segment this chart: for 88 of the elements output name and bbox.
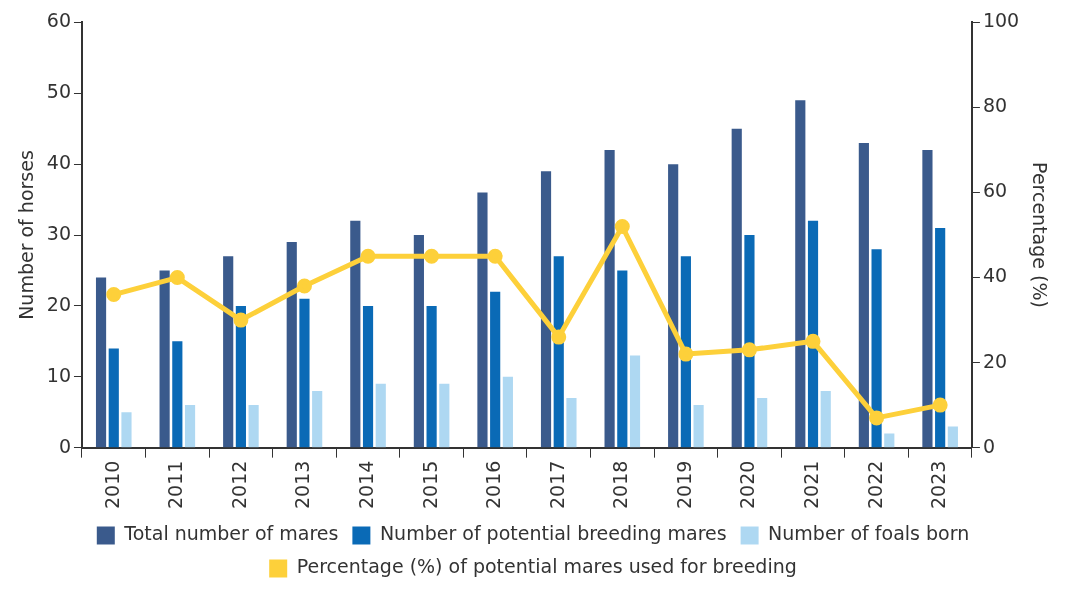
- bar: [108, 348, 119, 448]
- bar: [490, 291, 501, 448]
- bar: [604, 149, 615, 448]
- point: [678, 346, 694, 362]
- y-tick-label: 20: [46, 292, 71, 315]
- y-tick-label: 10: [46, 363, 71, 386]
- bar: [693, 405, 704, 448]
- point: [614, 219, 630, 235]
- bar: [731, 128, 742, 448]
- x-tick-label: 2021: [799, 460, 822, 510]
- point: [296, 278, 312, 294]
- x-tick-label: 2010: [100, 460, 123, 510]
- bar: [159, 270, 170, 448]
- bar: [820, 390, 831, 448]
- bar: [375, 383, 386, 448]
- point: [424, 248, 440, 264]
- point: [932, 397, 948, 413]
- bar: [668, 164, 679, 448]
- point: [169, 270, 185, 286]
- point: [487, 248, 503, 264]
- bar: [795, 100, 806, 448]
- y-tick-label: 50: [46, 80, 71, 103]
- bar: [922, 149, 933, 448]
- y-tick-label: 40: [46, 151, 71, 174]
- bar: [477, 192, 488, 448]
- x-tick-label: 2018: [609, 460, 632, 510]
- bar: [884, 433, 895, 448]
- y-axis-title: Number of horses: [15, 150, 38, 320]
- bar: [223, 256, 234, 448]
- point: [106, 287, 122, 303]
- legend-label: Total number of mares: [123, 522, 339, 545]
- bar: [439, 383, 450, 448]
- x-tick-label: 2014: [354, 460, 377, 510]
- y-tick-label: 60: [46, 9, 71, 32]
- bar: [248, 405, 259, 448]
- point: [360, 248, 376, 264]
- bar: [540, 171, 552, 448]
- bar: [744, 235, 755, 448]
- x-tick-label: 2016: [482, 460, 505, 510]
- bar: [566, 398, 577, 448]
- x-tick-label: 2013: [291, 460, 314, 510]
- bar: [121, 412, 132, 448]
- y2-tick-label: 100: [982, 9, 1020, 32]
- y2-tick-label: 0: [982, 434, 996, 457]
- point: [233, 312, 249, 328]
- bar: [553, 256, 564, 448]
- y2-tick-label: 20: [982, 349, 1008, 372]
- x-tick-label: 2022: [863, 460, 886, 510]
- bar: [426, 305, 437, 448]
- bar: [413, 235, 424, 448]
- y2-tick-label: 60: [982, 179, 1008, 202]
- bar: [871, 249, 882, 448]
- point: [741, 342, 757, 358]
- bar: [807, 220, 819, 448]
- bar: [362, 305, 374, 448]
- legend-label: Number of foals born: [768, 522, 970, 545]
- y-tick-label: 30: [46, 221, 71, 244]
- legend-label: Percentage (%) of potential mares used for breeding: [296, 555, 797, 578]
- x-tick-label: 2017: [545, 460, 568, 510]
- y2-axis-title: Percentage (%): [1028, 162, 1051, 308]
- bar: [502, 376, 513, 448]
- y2-tick-label: 40: [982, 264, 1008, 287]
- bar: [617, 270, 628, 448]
- bar: [935, 227, 946, 448]
- bar: [680, 256, 691, 448]
- point: [805, 333, 821, 349]
- bar: [95, 277, 107, 448]
- bar: [312, 390, 323, 448]
- y-tick-label: 0: [58, 434, 71, 457]
- bar: [629, 355, 641, 448]
- bar: [858, 142, 869, 448]
- x-tick-label: 2015: [418, 460, 441, 510]
- bar: [286, 242, 297, 448]
- point: [869, 410, 885, 426]
- bar: [947, 426, 958, 448]
- bar: [184, 405, 196, 448]
- x-tick-label: 2019: [672, 460, 695, 510]
- x-tick-label: 2012: [227, 460, 250, 510]
- point: [551, 329, 567, 345]
- legend-label: Number of potential breeding mares: [379, 522, 727, 545]
- x-tick-label: 2023: [927, 460, 950, 510]
- bar: [172, 341, 183, 448]
- x-tick-label: 2011: [164, 460, 187, 510]
- bar: [299, 298, 310, 448]
- bar: [350, 220, 361, 448]
- bar: [757, 398, 768, 448]
- y2-tick-label: 80: [982, 94, 1008, 117]
- x-tick-label: 2020: [736, 460, 759, 510]
